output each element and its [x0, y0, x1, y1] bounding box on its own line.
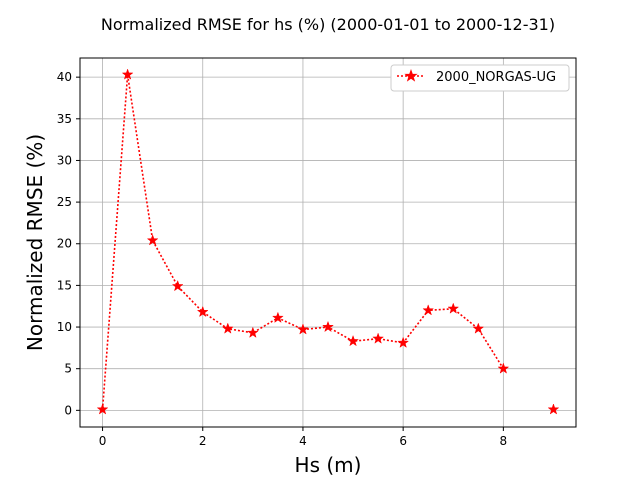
data-point-star	[246, 326, 259, 338]
y-tick-label: 35	[57, 112, 72, 126]
data-point-star	[472, 322, 485, 334]
x-tick-label: 6	[399, 434, 407, 448]
data-point-star	[447, 302, 460, 314]
data-point-star	[347, 334, 360, 347]
series-line	[101, 74, 505, 410]
y-tick-label: 15	[57, 278, 72, 292]
x-tick-label: 4	[299, 434, 307, 448]
x-tick-label: 2	[199, 434, 207, 448]
legend-star-marker	[404, 68, 418, 82]
y-tick-label: 25	[57, 195, 72, 209]
legend-label: 2000_NORGAS-UG	[436, 70, 556, 85]
data-point-star	[271, 311, 284, 323]
legend-box	[390, 64, 570, 92]
series-layer	[96, 68, 560, 415]
y-tick-label: 40	[57, 70, 72, 84]
data-point-star	[196, 305, 209, 318]
y-tick-label: 5	[64, 362, 72, 376]
y-tick-label: 20	[57, 237, 72, 251]
x-tick-label: 8	[500, 434, 508, 448]
data-point-star	[171, 279, 184, 292]
y-tick-label: 30	[57, 153, 72, 167]
chart-title: Normalized RMSE for hs (%) (2000-01-01 t…	[101, 15, 555, 34]
data-point-star	[121, 68, 134, 80]
data-point-star	[422, 304, 435, 316]
y-axis-label: Normalized RMSE (%)	[23, 134, 47, 351]
legend: 2000_NORGAS-UG	[390, 64, 570, 92]
data-point-star	[322, 320, 334, 333]
data-point-star	[547, 403, 560, 415]
data-point-star	[96, 403, 109, 415]
data-point-star	[397, 336, 410, 348]
data-point-star	[296, 323, 309, 335]
axis-ticks: 0 2 4 6 8 0 5 10 15 20 25 30 35 40	[57, 70, 507, 448]
x-tick-label: 0	[99, 434, 107, 448]
x-axis-label: Hs (m)	[295, 453, 362, 477]
data-point-star	[146, 234, 159, 246]
data-point-star	[372, 332, 385, 344]
plot-frame	[79, 57, 577, 428]
data-point-star	[221, 322, 234, 334]
y-tick-label: 0	[64, 403, 72, 417]
data-point-star	[497, 362, 510, 374]
y-tick-label: 10	[57, 320, 72, 334]
